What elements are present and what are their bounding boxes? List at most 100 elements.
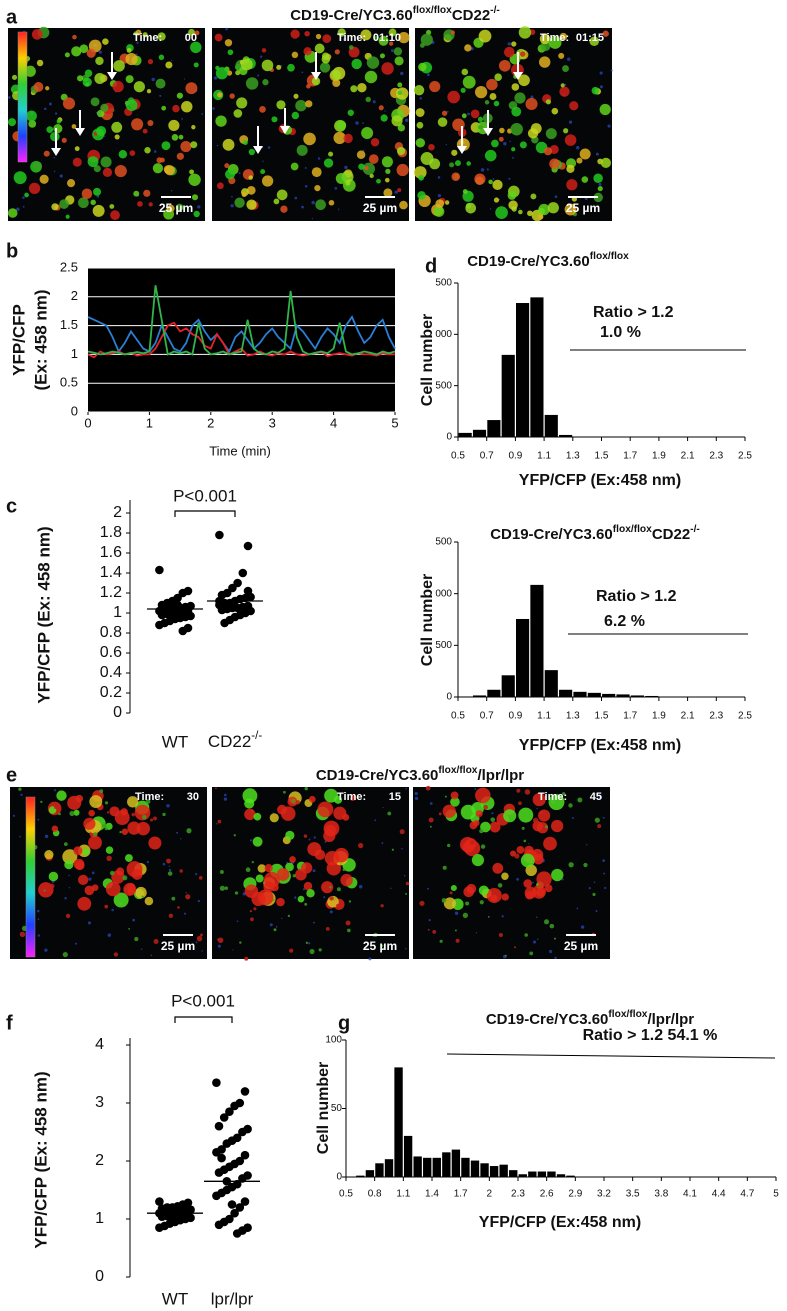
time-value: 45 bbox=[590, 791, 602, 803]
cell bbox=[141, 895, 144, 898]
x-tick-label: 4.4 bbox=[712, 1189, 726, 1200]
speckle bbox=[344, 165, 348, 170]
histogram-bar bbox=[547, 1171, 556, 1177]
cell bbox=[561, 792, 566, 796]
cell bbox=[454, 929, 457, 932]
cell bbox=[475, 810, 483, 818]
cell bbox=[133, 190, 140, 197]
speckle bbox=[532, 940, 537, 944]
cell bbox=[66, 179, 76, 188]
cell bbox=[568, 803, 573, 808]
arrow-head bbox=[75, 128, 85, 136]
cell bbox=[100, 156, 112, 168]
cell bbox=[538, 809, 551, 822]
speckle bbox=[170, 189, 173, 192]
cell bbox=[178, 134, 184, 140]
cell bbox=[73, 809, 80, 816]
y-tick-label: 0.4 bbox=[100, 664, 122, 681]
speckle bbox=[372, 100, 376, 104]
data-point bbox=[238, 1174, 247, 1183]
histogram-bar bbox=[509, 1170, 518, 1177]
histogram-bar bbox=[530, 297, 544, 437]
speckle bbox=[445, 144, 447, 146]
cell bbox=[112, 81, 124, 93]
cell bbox=[272, 899, 275, 902]
cell bbox=[45, 86, 50, 91]
cell bbox=[351, 58, 362, 70]
cell bbox=[229, 93, 235, 99]
data-point bbox=[217, 1153, 226, 1163]
cell bbox=[126, 796, 139, 808]
cell bbox=[162, 812, 166, 817]
speckle bbox=[405, 788, 407, 790]
histogram-bar bbox=[530, 584, 544, 697]
cell bbox=[217, 937, 224, 944]
cell bbox=[113, 952, 119, 957]
cell bbox=[494, 73, 502, 81]
speckle bbox=[428, 919, 431, 922]
cell bbox=[498, 59, 511, 72]
x-tick-label: 3.8 bbox=[654, 1189, 668, 1200]
cell bbox=[74, 146, 80, 152]
speckle bbox=[362, 149, 365, 152]
y-tick-label: 1.5 bbox=[60, 317, 78, 332]
x-tick-label: 0.9 bbox=[508, 711, 522, 722]
category-label: lpr/lpr bbox=[211, 1289, 254, 1308]
speckle bbox=[132, 918, 136, 922]
cell bbox=[51, 203, 59, 211]
cell bbox=[597, 185, 603, 192]
cell bbox=[467, 844, 475, 852]
cell bbox=[81, 188, 93, 200]
speckle bbox=[404, 118, 409, 123]
cell bbox=[233, 109, 243, 118]
cell bbox=[495, 206, 508, 219]
speckle bbox=[183, 912, 187, 915]
cell bbox=[358, 163, 365, 170]
cell bbox=[119, 830, 122, 834]
histogram-bar bbox=[544, 670, 558, 697]
cell bbox=[32, 161, 42, 171]
cell bbox=[447, 90, 460, 104]
cell bbox=[450, 30, 455, 35]
category-label: WT bbox=[162, 732, 188, 751]
image-title-part: CD19-Cre/YC3.60 bbox=[316, 767, 439, 784]
cell bbox=[442, 865, 447, 870]
cell bbox=[94, 72, 106, 85]
data-point bbox=[212, 1191, 221, 1201]
data-point bbox=[155, 1223, 164, 1232]
series-line bbox=[87, 285, 396, 356]
cell bbox=[71, 46, 82, 57]
cell bbox=[418, 62, 427, 72]
speckle bbox=[334, 187, 338, 190]
cell bbox=[451, 149, 458, 156]
cell bbox=[464, 44, 472, 52]
arrow-head bbox=[280, 126, 290, 134]
speckle bbox=[37, 934, 41, 937]
histogram-bar bbox=[432, 1157, 441, 1177]
cell bbox=[416, 121, 424, 129]
cell bbox=[38, 882, 54, 898]
x-tick-label: 4.7 bbox=[740, 1189, 754, 1200]
speckle bbox=[236, 920, 239, 923]
speckle bbox=[260, 55, 263, 58]
speckle bbox=[480, 168, 485, 172]
cell bbox=[589, 36, 600, 47]
y-axis-label: YFP/CFP (Ex: 458 nm) bbox=[34, 526, 53, 703]
histogram-bar bbox=[566, 1175, 575, 1177]
cell bbox=[28, 119, 37, 128]
cell bbox=[579, 148, 591, 160]
speckle bbox=[610, 69, 613, 72]
cell bbox=[419, 900, 425, 906]
speckle bbox=[368, 957, 372, 961]
cell bbox=[49, 883, 55, 889]
histogram-bar bbox=[470, 1160, 480, 1177]
cell bbox=[504, 954, 507, 957]
cell bbox=[477, 116, 484, 122]
cell bbox=[524, 789, 531, 795]
cell bbox=[516, 788, 521, 793]
cell bbox=[566, 179, 578, 191]
speckle bbox=[446, 110, 449, 113]
speckle bbox=[374, 819, 377, 822]
cell bbox=[532, 885, 546, 899]
cell bbox=[447, 843, 451, 848]
